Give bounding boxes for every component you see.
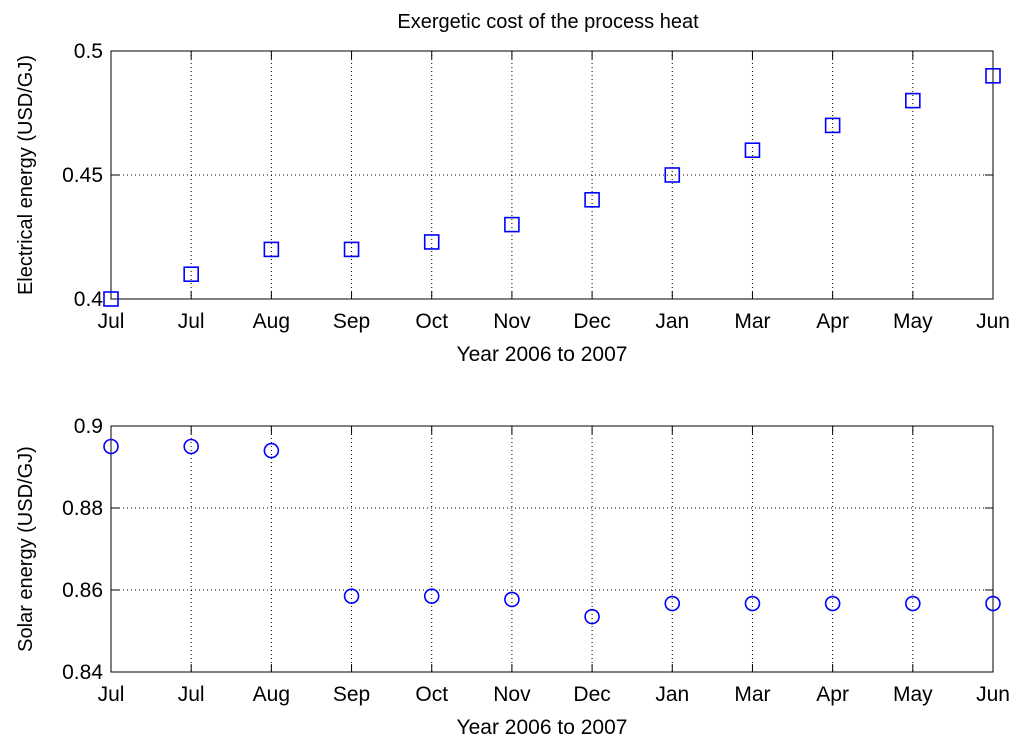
y-tick-label: 0.9 <box>74 415 103 438</box>
x-axis-label: Year 2006 to 2007 <box>457 716 628 739</box>
y-tick-label: 0.45 <box>62 164 103 187</box>
x-tick-label: Nov <box>493 683 531 706</box>
y-tick-label: 0.84 <box>62 661 103 684</box>
y-tick-label: 0.88 <box>62 497 103 520</box>
y-tick-label: 0.4 <box>74 288 104 311</box>
data-point <box>103 438 119 455</box>
y-axis-label: Electrical energy (USD/GJ) <box>15 55 37 295</box>
x-tick-label: Jul <box>178 683 205 706</box>
x-tick-label: Sep <box>333 683 370 706</box>
data-point <box>183 266 199 283</box>
x-tick-label: Apr <box>816 310 849 333</box>
x-tick-label: Dec <box>573 683 610 706</box>
data-point <box>423 588 440 604</box>
data-point <box>744 595 761 612</box>
data-point <box>985 68 1001 84</box>
plot-frame <box>110 425 994 673</box>
y-tick-label: 0.86 <box>62 579 103 602</box>
data-point <box>584 608 600 625</box>
solar-energy-plot: Jul Jul Aug Sep Oct Nov Dec Jan Mar Apr May Jun 0.84… <box>15 415 1010 739</box>
x-tick-label: Oct <box>415 683 448 706</box>
x-tick-label: May <box>893 683 933 706</box>
x-tick-label: Apr <box>816 683 849 706</box>
electrical-energy-plot: Jul Jul Aug Sep Oct Nov Dec Jan Mar Apr May Jun 0.4 0… <box>15 40 1010 366</box>
data-point <box>824 117 841 134</box>
x-tick-label: May <box>893 310 933 333</box>
y-tick-label: 0.5 <box>74 40 103 63</box>
data-point <box>504 216 520 233</box>
chart-title: Exergetic cost of the process heat <box>397 11 699 33</box>
x-tick-label: Jun <box>976 310 1010 333</box>
x-tick-label: Jun <box>976 683 1010 706</box>
data-point <box>103 291 119 307</box>
data-point <box>423 234 440 250</box>
x-tick-label: Jan <box>655 310 689 333</box>
data-point <box>905 92 921 109</box>
data-point <box>504 591 520 608</box>
x-tick-label: Jul <box>98 310 125 333</box>
x-axis-label: Year 2006 to 2007 <box>457 343 628 366</box>
x-tick-label: Oct <box>415 310 448 333</box>
data-point <box>343 241 360 258</box>
data-point <box>263 241 280 258</box>
x-tick-label: Aug <box>253 310 290 333</box>
x-tick-label: Aug <box>253 683 290 706</box>
x-tick-label: Jul <box>178 310 205 333</box>
y-axis-label: Solar energy (USD/GJ) <box>15 446 37 652</box>
x-tick-label: Sep <box>333 310 370 333</box>
x-tick-label: Dec <box>573 310 610 333</box>
x-tick-label: Jul <box>98 683 125 706</box>
x-tick-label: Mar <box>734 310 770 333</box>
data-point <box>824 595 841 612</box>
x-tick-label: Nov <box>493 310 531 333</box>
x-tick-label: Jan <box>655 683 689 706</box>
x-tick-label: Mar <box>734 683 770 706</box>
data-point <box>584 192 600 208</box>
data-point <box>664 167 681 183</box>
data-point <box>343 588 360 604</box>
data-point <box>985 595 1001 612</box>
data-point <box>664 595 681 612</box>
data-point <box>744 142 761 158</box>
data-point <box>905 595 921 612</box>
data-point <box>183 438 199 455</box>
data-point <box>263 442 280 459</box>
